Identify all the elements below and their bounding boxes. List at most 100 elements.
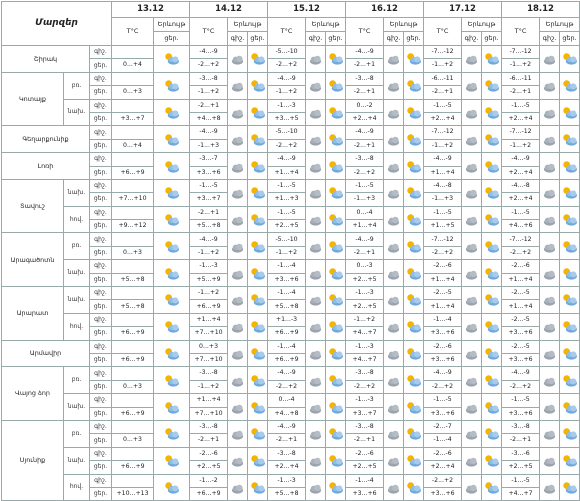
icon-cell: [461, 178, 483, 207]
icon-cell: [325, 286, 347, 314]
data-row: ցեր. 0...+4 -2...+2 -2...+2 -2...+1 -1...+2 -1…: [2, 58, 580, 73]
icon-cell: [461, 339, 483, 368]
temperature-cell: +1...+3: [267, 192, 307, 207]
temperature-cell: [111, 339, 155, 354]
region-name: Տավուշ: [1, 178, 64, 234]
subregion-name: հով.: [63, 473, 90, 501]
data-row: ցեր. 0...+3 -2...+1 -2...+1 -2...+1 -1...-4 -2…: [2, 433, 580, 448]
night-header: գիշ.: [383, 31, 405, 46]
header-row: Մարզեր 13.12 14.12 15.12 16.12 17.12 18.12: [0, 1, 580, 46]
night-weather-icon: [543, 136, 556, 146]
icon-cell: [325, 473, 347, 501]
icon-cell: [305, 366, 327, 395]
night-weather-icon: [387, 484, 400, 494]
temperature-cell: -2...-5: [501, 339, 541, 354]
night-weather-icon: [465, 109, 478, 119]
data-row: ցեր. 0...+3 -1...+2 -2...+2 -2...+2 -2...+2 -2…: [2, 379, 580, 395]
temperature-cell: [111, 232, 155, 247]
icon-cell: [539, 286, 561, 314]
temperature-cell: +1...-3: [267, 312, 307, 328]
day-header: ցեր.: [403, 31, 425, 46]
day-weather-icon: [485, 375, 500, 387]
day-header: ցեր.: [325, 31, 347, 46]
icon-cell: [383, 419, 405, 448]
icon-cell: [305, 473, 327, 501]
temperature-cell: [111, 473, 155, 488]
icon-cell: [403, 393, 425, 421]
day-weather-icon: [563, 321, 578, 333]
temperature-cell: -3...-8: [501, 419, 541, 435]
icon-cell: [461, 366, 483, 395]
subregion-name: բռ.: [63, 232, 90, 261]
temperature-cell: -2...+2: [267, 58, 307, 73]
icon-cell: [305, 286, 327, 314]
temperature-cell: +7...+10: [189, 406, 229, 421]
day-label: ցեր.: [88, 272, 113, 288]
day-weather-icon: [485, 455, 500, 467]
icon-cell: [539, 312, 561, 341]
temperature-cell: +4...+6: [501, 219, 541, 234]
temperature-cell: -2...+1: [267, 433, 307, 448]
temperature-cell: 0...+4: [111, 58, 155, 73]
temperature-cell: 0...-2: [345, 98, 385, 113]
icon-cell: [461, 259, 483, 288]
temperature-cell: -1...+2: [189, 379, 229, 395]
temperature-cell: -2...+1: [345, 245, 385, 261]
day-weather-icon: [563, 482, 578, 494]
night-weather-icon: [465, 270, 478, 280]
night-weather-icon: [465, 404, 478, 414]
temperature-cell: -3...-8: [345, 71, 385, 87]
temperature-cell: -3...-7: [189, 152, 229, 167]
icon-cell: [481, 286, 503, 314]
day-weather-icon: [407, 214, 422, 226]
day-header: ցեր.: [481, 31, 503, 46]
icon-cell: [325, 71, 347, 100]
day-weather-icon: [251, 348, 266, 360]
night-weather-icon: [309, 377, 322, 387]
day-weather-icon: [251, 133, 266, 146]
temperature-cell: -4...-8: [501, 178, 541, 194]
night-weather-icon: [387, 56, 400, 65]
icon-cell: [559, 125, 580, 154]
night-weather-icon: [543, 56, 556, 65]
night-weather-icon: [309, 216, 322, 226]
night-weather-icon: [543, 163, 556, 173]
temperature-cell: -1...-3: [267, 473, 307, 488]
temperature-cell: 0...-4: [345, 205, 385, 221]
temp-header: T°C: [267, 17, 307, 46]
icon-cell: [403, 259, 425, 288]
day-weather-icon: [329, 267, 344, 280]
night-weather-icon: [309, 163, 322, 173]
temperature-cell: -1...+2: [345, 312, 385, 328]
temperature-cell: +4...+8: [267, 406, 307, 421]
icon-cell: [305, 419, 327, 448]
data-row: ցեր. 0...+3 -1...+2 -1...+2 -2...+1 -2...+2 -2…: [2, 245, 580, 261]
day-weather-icon: [563, 133, 578, 146]
night-label: գիշ.: [88, 71, 113, 87]
icon-cell: [305, 205, 327, 234]
night-weather-icon: [231, 56, 244, 65]
region-name: Արագածոտն: [1, 232, 64, 288]
temperature-cell: +1...+5: [423, 219, 463, 234]
temperature-cell: +6...+9: [111, 460, 155, 475]
day-weather-icon: [251, 80, 266, 92]
icon-cell: [481, 178, 503, 207]
temperature-cell: +6...+9: [111, 352, 155, 368]
temperature-cell: +4...+7: [501, 486, 541, 501]
day-weather-icon: [329, 133, 344, 146]
temperature-cell: -4...-9: [189, 232, 229, 247]
phenomenon-header: Երևույթ: [153, 17, 191, 32]
icon-cell: [153, 125, 191, 154]
day-weather-icon: [329, 214, 344, 226]
temperature-cell: +3...+6: [423, 486, 463, 501]
night-weather-icon: [231, 297, 244, 307]
icon-cell: [383, 232, 405, 261]
icon-cell: [247, 339, 269, 368]
night-weather-icon: [231, 82, 244, 92]
temperature-cell: +2...+5: [345, 299, 385, 314]
temperature-cell: -2...+1: [189, 205, 229, 221]
icon-cell: [559, 286, 580, 314]
night-weather-icon: [231, 431, 244, 440]
icon-cell: [247, 473, 269, 501]
night-weather-icon: [465, 297, 478, 307]
